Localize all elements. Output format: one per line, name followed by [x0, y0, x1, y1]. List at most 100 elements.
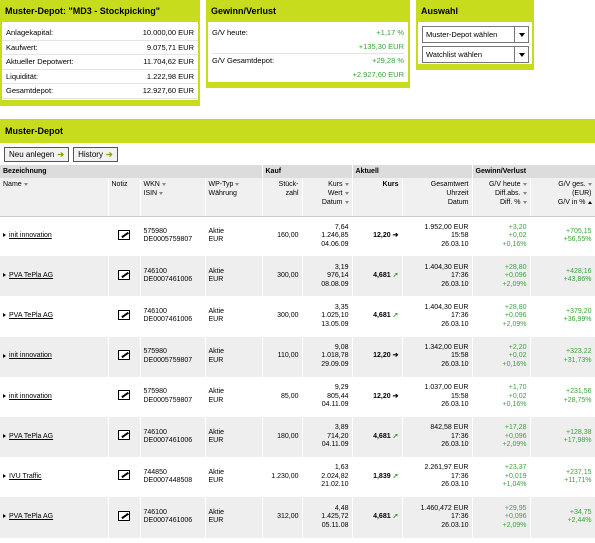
note-edit-icon[interactable] [118, 269, 130, 280]
muster-depot-title: Muster-Depot [0, 119, 595, 143]
note-edit-icon[interactable] [118, 390, 130, 401]
col-wptyp[interactable]: WP-Typ Währung [205, 178, 263, 217]
gv-today-abs-row: +135,30 EUR [212, 40, 404, 54]
chevron-down-icon[interactable] [514, 27, 528, 42]
cell-gesamtwert: 842,58 EUR 17:36 26.03.10 [402, 416, 473, 458]
cell-gv-gesamt: +379,20 +36,99% [530, 296, 595, 337]
summary-label: Kaufwert: [6, 42, 38, 52]
cell-gesamtwert: 2.261,97 EUR 17:36 26.03.10 [402, 457, 473, 498]
depot-summary-body: Anlagekapital: 10.000,00 EUR Kaufwert: 9.07… [0, 22, 200, 106]
depot-select[interactable]: Muster-Depot wählen [422, 26, 529, 43]
cell-notiz[interactable] [108, 416, 141, 458]
table-row: PVA TePla AG 746100 DE0007461006 Aktie EUR 31… [0, 497, 595, 538]
col-notiz: Notiz [108, 178, 141, 217]
cell-name[interactable]: IVU Traffic [0, 457, 109, 498]
cell-typ: Aktie EUR [205, 296, 263, 337]
triangle-right-icon[interactable] [3, 273, 6, 278]
cell-gv-heute: +29,95 +0,096 +2,09% [472, 497, 531, 538]
cell-name[interactable]: init innovation [0, 376, 109, 417]
col-name[interactable]: Name [0, 178, 109, 217]
note-edit-icon[interactable] [118, 309, 130, 320]
cell-name[interactable]: PVA TePla AG [0, 256, 109, 297]
sort-asc-icon [587, 200, 592, 204]
triangle-right-icon[interactable] [3, 233, 6, 238]
gv-today-label: G/V heute: [212, 28, 248, 37]
table-column-header: Name Notiz WKN ISIN WP-Typ Währung Stück-z… [0, 178, 595, 217]
sort-icon [161, 182, 166, 186]
cell-kauf: 3,19 976,14 08.08.09 [302, 256, 353, 297]
cell-akt-kurs: 1,839 ➚ [352, 457, 403, 498]
cell-kauf: 3,35 1.025,10 13.05.09 [302, 296, 353, 337]
chevron-down-icon[interactable] [514, 47, 528, 62]
watchlist-select[interactable]: Watchlist wählen [422, 46, 529, 63]
gv-total-row: G/V Gesamtdepot: +29,28 % [212, 54, 404, 68]
history-button[interactable]: History ➔ [73, 147, 118, 162]
depot-table-body: init innovation 575980 DE0005759807 Aktie EU… [0, 216, 595, 538]
depot-select-value: Muster-Depot wählen [426, 30, 498, 39]
triangle-right-icon[interactable] [3, 393, 6, 398]
cell-akt-kurs: 4,681 ➚ [352, 296, 403, 337]
col-kauf-kurs[interactable]: Kurs Wert Datum [302, 178, 353, 217]
sort-icon [23, 182, 28, 186]
cell-name[interactable]: PVA TePla AG [0, 296, 109, 337]
gv-total-pct: +29,28 % [372, 56, 404, 65]
arrow-up-right-icon: ➚ [392, 432, 399, 440]
security-link[interactable]: IVU Traffic [9, 472, 42, 480]
auswahl-title: Auswahl [416, 0, 534, 22]
gv-today-pct: +1,17 % [376, 28, 404, 37]
cell-notiz[interactable] [108, 376, 141, 417]
triangle-right-icon[interactable] [3, 353, 6, 358]
triangle-right-icon[interactable] [3, 433, 6, 438]
note-edit-icon[interactable] [118, 470, 130, 481]
security-link[interactable]: PVA TePla AG [9, 432, 54, 440]
cell-kauf: 9,08 1.018,78 29.09.09 [302, 336, 353, 377]
cell-name[interactable]: PVA TePla AG [0, 497, 109, 538]
cell-gv-gesamt: +237,15 +11,71% [530, 457, 595, 498]
security-link[interactable]: init innovation [9, 352, 52, 360]
security-link[interactable]: init innovation [9, 232, 52, 240]
group-gewinn-verlust: Gewinn/Verlust [472, 165, 595, 178]
group-aktuell: Aktuell [352, 165, 473, 178]
cell-wkn-isin: 575980 DE0005759807 [140, 336, 206, 377]
cell-kauf: 1,63 2.024,82 21.02.10 [302, 457, 353, 498]
gv-total-abs: +2.927,60 EUR [352, 70, 405, 79]
sort-icon [522, 200, 527, 204]
summary-label: Anlagekapital: [6, 28, 54, 37]
cell-notiz[interactable] [108, 336, 141, 377]
cell-name[interactable]: init innovation [0, 336, 109, 377]
col-gesamtwert: Gesamtwert Uhrzeit Datum [402, 178, 473, 217]
note-edit-icon[interactable] [118, 430, 130, 441]
note-edit-icon[interactable] [118, 229, 130, 240]
security-link[interactable]: init innovation [9, 392, 52, 400]
cell-notiz[interactable] [108, 256, 141, 297]
cell-name[interactable]: init innovation [0, 216, 109, 257]
cell-gv-heute: +2,20 +0,02 +0,16% [472, 336, 531, 377]
arrow-up-right-icon: ➚ [392, 513, 399, 521]
triangle-right-icon[interactable] [3, 514, 6, 519]
note-edit-icon[interactable] [118, 349, 130, 360]
auswahl-panel: Auswahl Muster-Depot wählen Watchlist wä… [416, 0, 534, 70]
cell-gv-gesamt: +128,38 +17,98% [530, 416, 595, 458]
security-link[interactable]: PVA TePla AG [9, 272, 54, 280]
col-gv-heute[interactable]: G/V heute Diff.abs. Diff. % [472, 178, 531, 217]
security-link[interactable]: PVA TePla AG [9, 513, 54, 521]
summary-row: Kaufwert: 9.075,71 EUR [2, 41, 198, 55]
new-depot-button[interactable]: Neu anlegen ➔ [4, 147, 70, 162]
summary-row: Aktueller Depotwert: 11.704,62 EUR [2, 55, 198, 70]
cell-notiz[interactable] [108, 457, 141, 498]
cell-name[interactable]: PVA TePla AG [0, 416, 109, 458]
cell-notiz[interactable] [108, 296, 141, 337]
security-link[interactable]: PVA TePla AG [9, 312, 54, 320]
cell-gv-heute: +28,80 +0,096 +2,09% [472, 296, 531, 337]
cell-wkn-isin: 746100 DE0007461006 [140, 497, 206, 538]
cell-notiz[interactable] [108, 497, 141, 538]
cell-notiz[interactable] [108, 216, 141, 257]
triangle-right-icon[interactable] [3, 313, 6, 318]
col-wkn-isin[interactable]: WKN ISIN [140, 178, 206, 217]
summary-label: Gesamtdepot: [6, 86, 54, 95]
cell-qty: 300,00 [262, 296, 303, 337]
col-gv-gesamt[interactable]: G/V ges. (EUR) G/V in % [530, 178, 595, 217]
triangle-right-icon[interactable] [3, 474, 6, 479]
table-row: PVA TePla AG 746100 DE0007461006 Aktie EUR 30… [0, 296, 595, 337]
note-edit-icon[interactable] [118, 510, 130, 521]
